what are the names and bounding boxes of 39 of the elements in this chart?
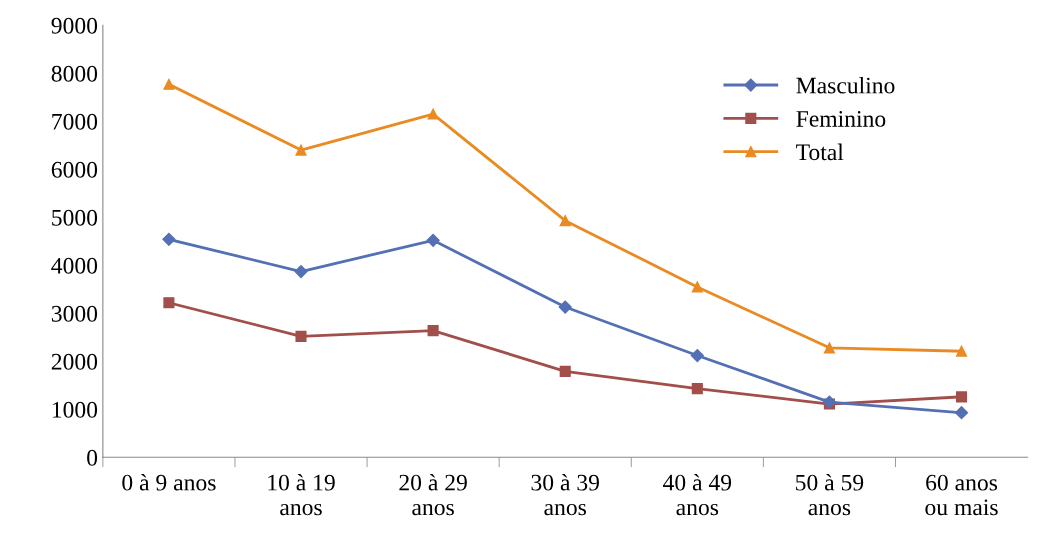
y-tick-label: 5000	[52, 209, 98, 226]
y-tick-label: 4000	[51, 257, 98, 274]
point	[823, 342, 835, 354]
point	[295, 144, 307, 156]
y-tick-label: 8000	[51, 65, 98, 82]
point	[955, 391, 968, 403]
x-tick-label: 50 à 59 anos	[796, 473, 864, 516]
x-tick-label: 0 à 9 anos	[122, 473, 216, 491]
y-tick-label: 1000	[52, 401, 98, 418]
point	[954, 406, 969, 420]
legend-label: Feminino	[796, 111, 886, 127]
point	[162, 232, 176, 246]
y-tick-label: 7000	[52, 113, 98, 130]
x-tick-label: 60 anos ou mais	[925, 474, 998, 516]
point	[955, 345, 968, 357]
y-tick-label: 9000	[51, 17, 98, 34]
point	[163, 297, 175, 309]
y-tick-label: 2000	[51, 353, 98, 370]
x-tick-label: 30 à 39 anos	[531, 473, 599, 516]
point	[690, 348, 704, 363]
y-tick-label: 6000	[51, 161, 98, 178]
point	[559, 215, 571, 227]
x-tick-label: 20 à 29 anos	[399, 473, 467, 516]
y-tick-label: 3000	[51, 305, 98, 322]
y-tick-label: 0	[87, 449, 98, 466]
point	[163, 78, 175, 90]
legend-label: Masculino	[796, 76, 895, 94]
x-tick-label: 40 à 49 anos	[663, 473, 732, 516]
x-tick-label: 10 à 19 anos	[268, 473, 335, 516]
point	[294, 264, 308, 279]
legend-label: Total	[796, 143, 844, 161]
point	[691, 281, 703, 293]
point	[426, 233, 440, 247]
point	[427, 108, 439, 120]
point	[427, 325, 439, 337]
point	[559, 365, 571, 377]
point	[295, 330, 307, 342]
point	[558, 300, 572, 314]
point	[691, 383, 703, 395]
